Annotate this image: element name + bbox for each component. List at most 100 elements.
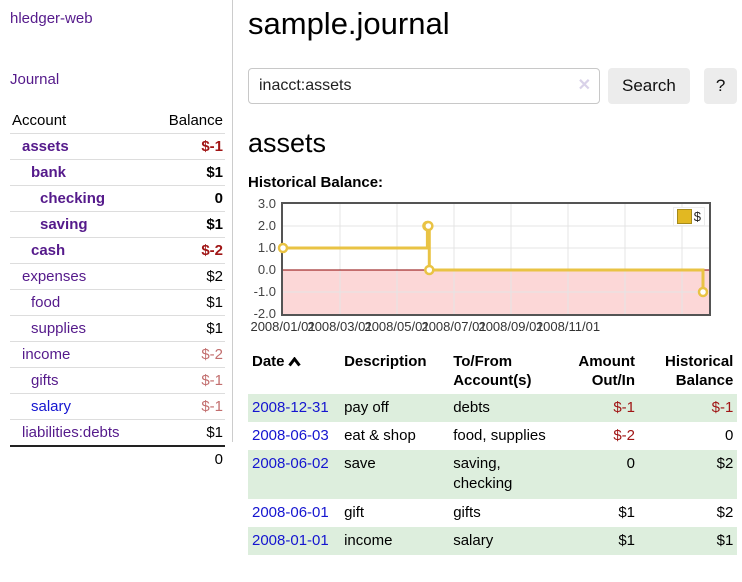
account-row: income $-2 [10, 341, 225, 368]
register-date-cell: 2008-12-31 [248, 394, 340, 422]
search-input-wrap: ✕ [248, 68, 600, 104]
x-axis-tick-label: 2008/01/01 [250, 319, 316, 334]
clear-search-icon[interactable]: ✕ [577, 77, 591, 94]
accounts-total-balance: 0 [214, 451, 223, 468]
sidebar-item-journal[interactable]: Journal [10, 71, 60, 88]
y-axis-tick-label: -2.0 [253, 306, 276, 321]
register-amount-cell: $-2 [613, 426, 636, 444]
register-accounts-cell: food, supplies [453, 426, 546, 444]
transaction-date-link[interactable]: 2008-06-02 [252, 455, 329, 472]
account-row: salary $-1 [10, 393, 225, 420]
chart-plot-area: $ [277, 202, 711, 316]
register-description-cell: eat & shop [344, 426, 416, 444]
account-balance: $-2 [201, 346, 223, 363]
accounts-total-row: 0 [10, 446, 225, 472]
help-button[interactable]: ? [703, 68, 738, 104]
transaction-date-link[interactable]: 2008-01-01 [252, 531, 329, 549]
register-header-date-label: Date [252, 353, 285, 370]
account-link[interactable]: expenses [22, 268, 87, 285]
x-axis-tick-label: 2008/09/01 [478, 319, 544, 334]
account-link[interactable]: assets [22, 138, 69, 155]
account-link[interactable]: food [31, 294, 61, 311]
account-link[interactable]: liabilities:debts [22, 424, 120, 441]
account-balance: $-1 [201, 372, 223, 389]
x-axis-tick-label: 2008/11/01 [535, 319, 601, 334]
table-row: 2008-06-01 gift gifts $1 $2 [248, 499, 737, 527]
account-name-cell: food [10, 290, 151, 316]
register-amount-cell: $1 [618, 531, 636, 549]
account-link[interactable]: supplies [31, 320, 87, 337]
account-row: expenses $2 [10, 263, 225, 290]
register-balance-cell: $2 [716, 503, 734, 521]
register-header-balance: Historical Balance [664, 353, 734, 389]
chart-y-axis: 3.0 2.0 1.0 0.0 -1.0 -2.0 [248, 196, 281, 321]
transaction-date-link[interactable]: 2008-06-03 [252, 426, 329, 444]
register-balance-cell: $-1 [711, 398, 734, 416]
chart-title: Historical Balance: [248, 174, 384, 191]
main-content: sample.journal ✕ Search ? assets Histori… [233, 0, 742, 555]
register-amount-cell: $-1 [613, 398, 636, 416]
search-input[interactable] [248, 68, 600, 104]
account-link[interactable]: bank [31, 164, 67, 181]
account-balance: $1 [206, 320, 223, 337]
app-title-link[interactable]: hledger-web [10, 10, 93, 27]
accounts-total-spacer [10, 446, 151, 472]
account-link[interactable]: gifts [31, 372, 59, 389]
transaction-date-link[interactable]: 2008-12-31 [252, 398, 329, 416]
account-balance: $-1 [201, 398, 223, 415]
account-row: food $1 [10, 289, 225, 316]
register-date-cell: 2008-06-03 [248, 422, 340, 450]
register-header-date[interactable]: Date [248, 350, 340, 394]
table-row: 2008-06-02 save saving, checking 0 $2 [248, 450, 738, 499]
sidebar: hledger-web Journal Account Balance asse… [0, 0, 233, 468]
y-axis-tick-label: 2.0 [257, 218, 276, 233]
accounts-header-account: Account [12, 112, 67, 129]
account-link[interactable]: saving [40, 216, 88, 233]
x-axis-tick-label: 2008/03/01 [307, 319, 373, 334]
account-balance: $-2 [201, 242, 223, 259]
chart-x-axis: 2008/01/01 2008/03/01 2008/05/01 2008/07/01… [248, 316, 714, 334]
table-row: 2008-01-01 income salary $1 $1 [248, 526, 738, 555]
account-name-cell: bank [10, 160, 151, 186]
transaction-date-link[interactable]: 2008-06-01 [252, 503, 329, 521]
account-link[interactable]: salary [31, 398, 72, 415]
register-header-row: Date Description To/From Account(s) Amou… [248, 350, 737, 394]
account-name-cell: supplies [10, 316, 151, 342]
account-row: cash $-2 [10, 237, 225, 264]
account-balance: $1 [206, 164, 223, 181]
y-axis-tick-label: 3.0 [257, 196, 276, 211]
register-date-cell: 2008-06-02 [248, 450, 340, 499]
account-row: assets $-1 [10, 133, 225, 160]
account-name-cell: checking [10, 186, 151, 212]
account-name-cell: liabilities:debts [10, 420, 151, 447]
account-row: checking 0 [10, 185, 225, 212]
account-balance: $1 [206, 216, 223, 233]
account-name-cell: expenses [10, 264, 151, 290]
register-accounts-cell: gifts [453, 503, 481, 521]
page-title: sample.journal [248, 6, 450, 41]
search-button[interactable]: Search [608, 68, 690, 104]
legend-label: $ [693, 209, 701, 224]
register-balance-cell: $1 [716, 531, 734, 549]
account-name-cell: cash [10, 238, 151, 264]
register-balance-cell: $2 [716, 455, 734, 472]
account-row: saving $1 [10, 211, 225, 238]
account-link[interactable]: checking [40, 190, 106, 207]
account-row: supplies $1 [10, 315, 225, 342]
register-accounts-cell: salary [453, 531, 494, 549]
register-date-cell: 2008-06-01 [248, 499, 340, 527]
account-balance: 0 [214, 190, 223, 207]
register-table: Date Description To/From Account(s) Amou… [248, 350, 738, 555]
register-amount-cell: $1 [618, 503, 636, 521]
table-row: 2008-12-31 pay off debts $-1 $-1 [248, 393, 738, 422]
historical-balance-chart: 3.0 2.0 1.0 0.0 -1.0 -2.0 $ 2008/01/01 2008/03… [248, 196, 714, 334]
register-description-cell: pay off [344, 398, 389, 416]
account-link[interactable]: income [22, 346, 71, 363]
account-link[interactable]: cash [31, 242, 66, 259]
account-heading: assets [248, 128, 327, 158]
register-header-tofrom: To/From Account(s) [453, 353, 532, 389]
y-axis-tick-label: 0.0 [257, 262, 276, 277]
x-axis-tick-label: 2008/05/01 [364, 319, 430, 334]
account-balance: $1 [206, 294, 223, 311]
legend-swatch-icon [676, 209, 692, 224]
